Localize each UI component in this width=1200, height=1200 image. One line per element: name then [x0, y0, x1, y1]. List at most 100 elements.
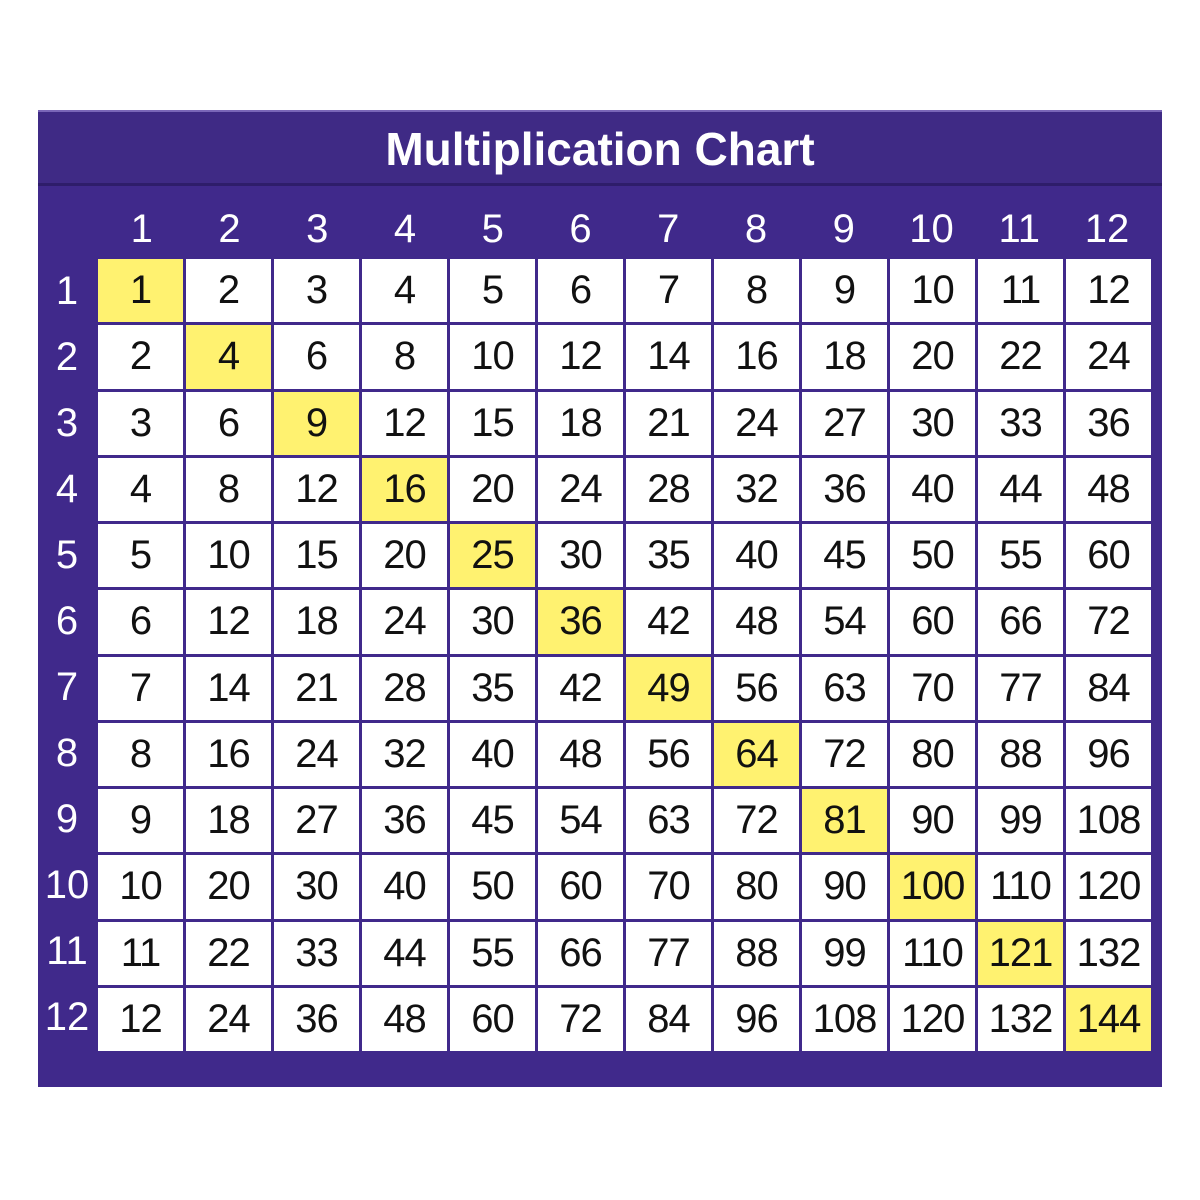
highlighted-square-cell: 9 [274, 391, 359, 455]
product-cell: 96 [1066, 722, 1151, 786]
product-cell: 66 [978, 590, 1063, 654]
product-cell: 120 [1066, 855, 1151, 919]
product-cell: 120 [890, 987, 975, 1051]
row-header: 12 [44, 995, 90, 1039]
product-cell: 80 [714, 855, 799, 919]
product-cell: 36 [362, 789, 447, 853]
highlighted-square-cell: 121 [978, 921, 1063, 985]
row-header: 11 [46, 929, 88, 973]
product-cell: 80 [890, 722, 975, 786]
product-cell: 12 [98, 987, 183, 1051]
product-cell: 44 [362, 921, 447, 985]
column-header: 3 [306, 207, 329, 251]
product-cell: 66 [538, 921, 623, 985]
highlighted-square-cell: 81 [802, 789, 887, 853]
product-cell: 72 [538, 987, 623, 1051]
row-header: 7 [55, 665, 79, 709]
product-cell: 54 [802, 590, 887, 654]
product-cell: 63 [626, 789, 711, 853]
product-cell: 33 [274, 921, 359, 985]
product-cell: 63 [802, 656, 887, 720]
product-cell: 12 [1066, 259, 1151, 323]
column-header: 12 [1084, 207, 1130, 251]
product-cell: 110 [978, 855, 1063, 919]
product-cell: 6 [538, 259, 623, 323]
row-header: 2 [55, 335, 79, 379]
product-cell: 72 [1066, 590, 1151, 654]
product-cell: 9 [802, 259, 887, 323]
highlighted-square-cell: 25 [450, 524, 535, 588]
column-header: 5 [481, 207, 504, 251]
product-cell: 12 [538, 325, 623, 389]
product-cell: 90 [890, 789, 975, 853]
product-cell: 32 [362, 722, 447, 786]
product-cell: 44 [978, 457, 1063, 521]
highlighted-square-cell: 1 [98, 259, 183, 323]
product-cell: 40 [890, 457, 975, 521]
multiplication-grid: 1 2 3 4 5 6 7 8 9 10 11 12 2 4 6 8 10 12 14 16 18 20 22 24 3 6 9 12… [98, 259, 1151, 1051]
product-cell: 90 [802, 855, 887, 919]
product-cell: 132 [978, 987, 1063, 1051]
product-cell: 11 [978, 259, 1063, 323]
row-header: 5 [55, 533, 79, 577]
product-cell: 15 [450, 391, 535, 455]
product-cell: 30 [450, 590, 535, 654]
product-cell: 8 [186, 457, 271, 521]
column-header: 4 [393, 207, 417, 251]
product-cell: 7 [98, 656, 183, 720]
product-cell: 18 [538, 391, 623, 455]
product-cell: 15 [274, 524, 359, 588]
column-header: 1 [130, 207, 153, 251]
highlighted-square-cell: 49 [626, 656, 711, 720]
product-cell: 40 [362, 855, 447, 919]
product-cell: 45 [450, 789, 535, 853]
product-cell: 18 [274, 590, 359, 654]
product-cell: 24 [274, 722, 359, 786]
product-cell: 5 [98, 524, 183, 588]
product-cell: 40 [714, 524, 799, 588]
product-cell: 2 [98, 325, 183, 389]
product-cell: 3 [274, 259, 359, 323]
product-cell: 108 [802, 987, 887, 1051]
product-cell: 56 [714, 656, 799, 720]
product-cell: 14 [186, 656, 271, 720]
product-cell: 5 [450, 259, 535, 323]
product-cell: 28 [362, 656, 447, 720]
product-cell: 99 [978, 789, 1063, 853]
product-cell: 84 [626, 987, 711, 1051]
product-cell: 24 [362, 590, 447, 654]
product-cell: 10 [98, 855, 183, 919]
product-cell: 54 [538, 789, 623, 853]
product-cell: 48 [714, 590, 799, 654]
product-cell: 2 [186, 259, 271, 323]
product-cell: 40 [450, 722, 535, 786]
product-cell: 6 [274, 325, 359, 389]
product-cell: 50 [450, 855, 535, 919]
multiplication-chart-board: Multiplication Chart 1 2 3 4 5 6 7 8 9 10 11 12 2 4 6 8… [38, 110, 1162, 1087]
product-cell: 60 [1066, 524, 1151, 588]
product-cell: 7 [626, 259, 711, 323]
product-cell: 77 [626, 921, 711, 985]
product-cell: 36 [1066, 391, 1151, 455]
product-cell: 20 [890, 325, 975, 389]
highlighted-square-cell: 64 [714, 722, 799, 786]
product-cell: 42 [626, 590, 711, 654]
product-cell: 24 [714, 391, 799, 455]
product-cell: 27 [274, 789, 359, 853]
row-header: 1 [55, 269, 79, 313]
product-cell: 14 [626, 325, 711, 389]
product-cell: 8 [98, 722, 183, 786]
product-cell: 60 [538, 855, 623, 919]
product-cell: 8 [714, 259, 799, 323]
product-cell: 3 [98, 391, 183, 455]
product-cell: 22 [978, 325, 1063, 389]
product-cell: 56 [626, 722, 711, 786]
column-header: 6 [569, 207, 592, 251]
highlighted-square-cell: 36 [538, 590, 623, 654]
product-cell: 18 [186, 789, 271, 853]
column-header: 11 [998, 207, 1041, 251]
row-header: 9 [55, 797, 79, 841]
product-cell: 20 [362, 524, 447, 588]
product-cell: 30 [274, 855, 359, 919]
product-cell: 42 [538, 656, 623, 720]
